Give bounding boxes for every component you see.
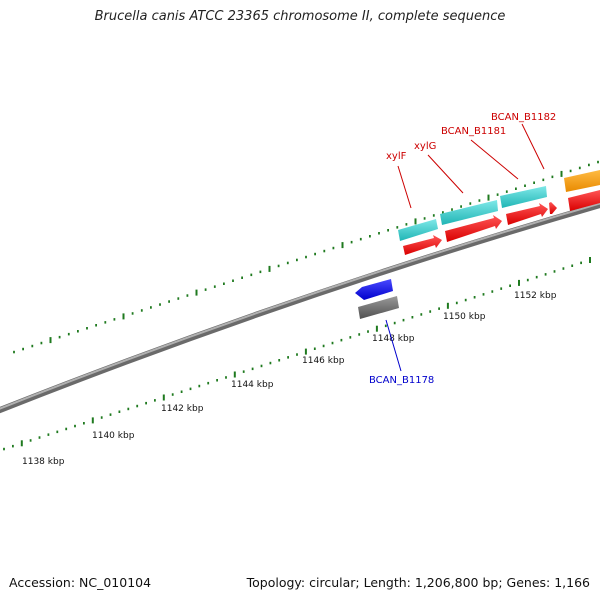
- gene-feature-xylG[interactable]: [440, 200, 498, 225]
- outer-tick-track: [13, 160, 599, 354]
- scale-label-1140: 1140 kbp: [92, 431, 135, 441]
- chromosome-backbone: [0, 202, 600, 414]
- gene-track-reverse: [358, 296, 399, 319]
- cds-feature-BCAN_B1181[interactable]: [506, 203, 548, 225]
- scale-label-1150: 1150 kbp: [443, 312, 486, 322]
- leader-xylG: [427, 154, 464, 194]
- gene-feature-BCAN_B1178[interactable]: [358, 296, 399, 319]
- gene-feature-BCAN_B1181[interactable]: [500, 186, 547, 208]
- scale-label-1146: 1146 kbp: [302, 356, 345, 366]
- cds-feature-xylF[interactable]: [403, 235, 442, 255]
- gene-track-forward: [398, 170, 600, 241]
- label-leader-lines: [385, 123, 545, 372]
- gene-label-BCAN_B1182[interactable]: BCAN_B1182: [491, 112, 556, 123]
- scale-label-1152: 1152 kbp: [514, 291, 557, 301]
- leader-BCAN_B1181: [470, 139, 519, 180]
- cds-feature-BCAN_B1178[interactable]: [355, 279, 393, 300]
- topology-stats-text: Topology: circular; Length: 1,206,800 bp…: [246, 575, 590, 590]
- gene-label-xylF[interactable]: xylF: [386, 151, 407, 162]
- cds-track-forward: [403, 190, 600, 255]
- gene-feature-orange[interactable]: [564, 170, 600, 192]
- map-title: Brucella canis ATCC 23365 chromosome II,…: [94, 9, 506, 24]
- accession-text: Accession: NC_010104: [9, 575, 152, 590]
- leader-BCAN_B1178: [385, 319, 402, 372]
- scale-labels: 1138 kbp 1140 kbp 1142 kbp 1144 kbp 1146…: [22, 291, 557, 467]
- inner-tick-track: [3, 257, 591, 451]
- scale-label-1142: 1142 kbp: [161, 404, 204, 414]
- scale-label-1144: 1144 kbp: [231, 380, 274, 390]
- leader-xylF: [397, 165, 412, 209]
- gene-label-xylG[interactable]: xylG: [414, 141, 436, 152]
- cds-feature-xylG[interactable]: [445, 215, 502, 242]
- gene-label-BCAN_B1181[interactable]: BCAN_B1181: [441, 126, 506, 137]
- scale-label-1138: 1138 kbp: [22, 457, 65, 467]
- gene-feature-xylF[interactable]: [398, 219, 438, 241]
- cds-feature-BCAN_B1182[interactable]: [549, 202, 557, 214]
- leader-BCAN_B1182: [521, 123, 545, 170]
- cds-feature-right-edge[interactable]: [568, 190, 600, 211]
- cds-track-reverse: [355, 279, 393, 300]
- gene-label-BCAN_B1178[interactable]: BCAN_B1178: [369, 375, 434, 386]
- gene-labels: xylF xylG BCAN_B1181 BCAN_B1182 BCAN_B11…: [369, 112, 556, 386]
- scale-label-1148: 1148 kbp: [372, 334, 415, 344]
